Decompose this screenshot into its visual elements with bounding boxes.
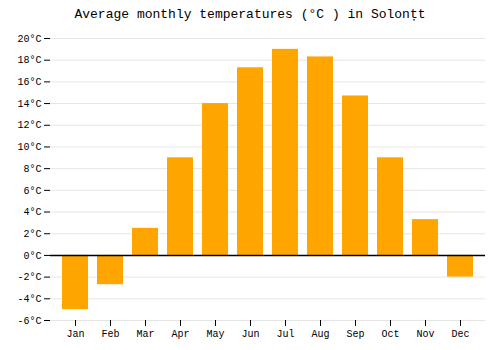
svg-text:-2°C: -2°C xyxy=(17,272,41,283)
svg-text:4°C: 4°C xyxy=(23,207,41,218)
svg-text:Jan: Jan xyxy=(66,329,84,340)
svg-text:Nov: Nov xyxy=(416,329,434,340)
svg-text:-6°C: -6°C xyxy=(17,316,41,327)
svg-text:Aug: Aug xyxy=(311,329,329,340)
svg-text:8°C: 8°C xyxy=(23,164,41,175)
svg-text:Oct: Oct xyxy=(381,329,399,340)
svg-text:12°C: 12°C xyxy=(17,120,41,131)
svg-text:10°C: 10°C xyxy=(17,142,41,153)
svg-text:6°C: 6°C xyxy=(23,186,41,197)
svg-text:Jul: Jul xyxy=(276,329,294,340)
svg-text:-4°C: -4°C xyxy=(17,294,41,305)
svg-text:Jun: Jun xyxy=(241,329,259,340)
svg-text:Apr: Apr xyxy=(171,329,189,340)
svg-text:18°C: 18°C xyxy=(17,55,41,66)
svg-text:Dec: Dec xyxy=(451,329,469,340)
svg-text:Feb: Feb xyxy=(101,329,119,340)
html-text:Average monthly temperatures (: Average monthly temperatures (°C ) in So… xyxy=(74,7,426,22)
svg-text:14°C: 14°C xyxy=(17,99,41,110)
svg-text:May: May xyxy=(206,329,224,340)
svg-text:0°C: 0°C xyxy=(23,251,41,262)
svg-text:Sep: Sep xyxy=(346,329,364,340)
svg-text:2°C: 2°C xyxy=(23,229,41,240)
svg-text:16°C: 16°C xyxy=(17,77,41,88)
svg-text:20°C: 20°C xyxy=(17,34,41,45)
svg-text:Mar: Mar xyxy=(136,329,154,340)
